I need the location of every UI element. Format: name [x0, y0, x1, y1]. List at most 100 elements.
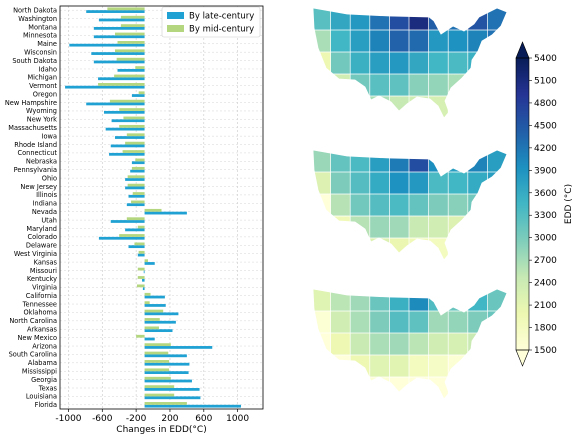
state-cell: [428, 172, 449, 195]
state-label: Arkansas: [27, 326, 58, 334]
bar-mid: [144, 326, 159, 330]
bar-mid: [144, 309, 164, 313]
bar-late: [98, 77, 145, 81]
bar-mid: [144, 376, 171, 380]
state-cell: [428, 355, 449, 378]
x-tick-label: 600: [195, 414, 212, 424]
state-label: Ohio: [42, 174, 57, 182]
state-cell: [350, 355, 371, 378]
state-cell: [350, 333, 371, 356]
bar-mid: [120, 24, 145, 27]
state-cell: [369, 216, 390, 239]
state-label: New Jersey: [20, 183, 57, 191]
bar-mid: [144, 259, 148, 263]
legend-box: [161, 6, 261, 38]
x-tick-label: -600: [92, 414, 113, 424]
state-cell: [409, 355, 430, 378]
colorbar-tick-label: 3300: [534, 211, 557, 221]
state-label: Texas: [38, 384, 58, 392]
state-cell: [369, 289, 390, 312]
state-cell: [389, 216, 410, 239]
bar-late: [111, 119, 145, 123]
state-cell: [487, 333, 507, 356]
bar-late: [144, 312, 179, 316]
bar-mid: [127, 175, 145, 179]
bar-mid: [127, 183, 145, 187]
bar-late: [130, 169, 145, 173]
state-cell: [369, 8, 390, 31]
bar-mid: [131, 200, 145, 204]
state-label: South Carolina: [9, 351, 57, 359]
state-cell: [428, 52, 449, 75]
state-cell: [487, 238, 507, 260]
state-cell: [369, 355, 390, 378]
state-cell: [389, 377, 410, 399]
bar-late: [65, 85, 145, 89]
colorbar-tick-label: 3900: [534, 166, 557, 176]
bar-mid: [144, 402, 187, 405]
state-label: Oklahoma: [23, 309, 57, 317]
bar-late: [109, 152, 145, 156]
state-cell: [389, 238, 410, 260]
state-cell: [389, 8, 410, 31]
state-cell: [330, 311, 351, 334]
bar-late: [144, 320, 176, 324]
bar-mid: [144, 301, 150, 305]
bar-mid: [126, 217, 145, 221]
state-cell: [448, 311, 469, 334]
bar-late: [105, 127, 145, 131]
bar-mid: [122, 150, 145, 153]
state-cell: [409, 194, 430, 217]
state-cell: [313, 150, 332, 173]
bar-late: [144, 379, 192, 383]
state-cell: [350, 377, 371, 399]
state-cell: [389, 333, 410, 356]
state-cell: [467, 333, 488, 356]
state-cell: [330, 238, 351, 260]
bar-late: [69, 43, 145, 47]
state-cell: [409, 172, 430, 195]
legend-swatch: [167, 25, 184, 32]
state-cell: [350, 74, 371, 97]
state-cell: [350, 150, 371, 173]
bar-mid: [119, 124, 145, 128]
state-cell: [313, 355, 332, 378]
state-cell: [467, 311, 488, 334]
bar-mid: [107, 7, 145, 11]
us-map: [312, 149, 508, 261]
us-map-fill: [313, 8, 507, 118]
bar-mid: [119, 234, 145, 237]
bar-late: [144, 337, 155, 341]
state-cell: [313, 216, 332, 239]
bar-late: [98, 236, 145, 240]
state-label: Georgia: [31, 376, 57, 384]
bar-mid: [98, 82, 145, 86]
legend: By late-century By mid-century: [161, 6, 261, 38]
state-cell: [409, 30, 430, 53]
state-label: Massachusetts: [8, 124, 57, 132]
state-cell: [409, 311, 430, 334]
state-cell: [350, 194, 371, 217]
colorbar-tick-label: 2700: [534, 256, 557, 266]
state-label: Iowa: [42, 132, 57, 140]
colorbar-tick-label: 5400: [534, 54, 557, 64]
bar-late: [144, 354, 187, 358]
bar-mid: [119, 108, 145, 111]
state-label: Virginia: [32, 284, 57, 292]
bar-late: [93, 26, 145, 30]
colorbar-max-arrow: [515, 41, 530, 59]
state-cell: [428, 30, 449, 53]
bar-mid: [144, 393, 175, 397]
state-label: Idaho: [39, 65, 57, 73]
state-label: Alabama: [28, 359, 57, 367]
us-map: [312, 7, 508, 119]
bar-mid: [134, 242, 145, 246]
state-cell: [350, 52, 371, 75]
state-label: Illinois: [36, 191, 57, 199]
plot-frame: [59, 5, 264, 410]
bar-mid: [137, 276, 145, 279]
state-cell: [389, 172, 410, 195]
bar-mid: [114, 32, 145, 36]
state-cell: [330, 172, 351, 195]
